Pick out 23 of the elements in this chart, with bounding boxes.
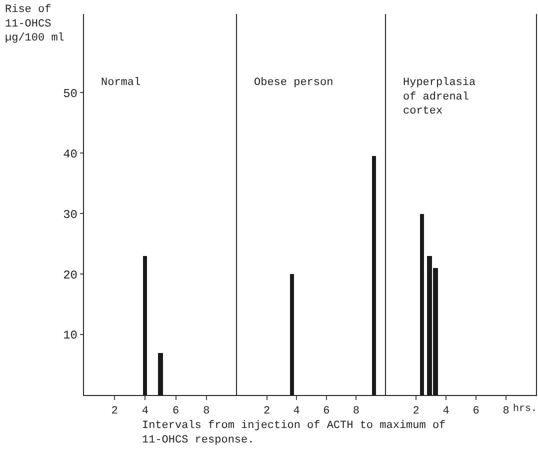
y-axis-title: Rise of 11-OHCS µg/100 ml: [5, 4, 64, 45]
y-tick-label: 20: [63, 268, 78, 282]
y-tick-label: 30: [63, 208, 78, 222]
y-tick-label: 10: [63, 328, 78, 343]
x-tick-label: 6: [472, 405, 480, 418]
x-tick-label: 2: [263, 405, 270, 418]
x-tick-label: 2: [412, 405, 420, 418]
text: Hyperplasia of adrenal cortex: [403, 77, 476, 118]
x-tick-label: 8: [203, 405, 210, 418]
x-tick-label: 4: [142, 405, 149, 418]
y-tick-label: 50: [63, 86, 78, 101]
x-axis-title: hrs.: [513, 403, 538, 415]
x-tick-label: 6: [323, 405, 330, 418]
x-tick-label: 8: [352, 405, 360, 418]
x-tick-label: 6: [172, 405, 180, 418]
x-tick-label: 8: [502, 405, 510, 418]
x-tick-label: 4: [293, 405, 300, 418]
y-tick-label: 40: [63, 147, 78, 162]
x-tick-label: 2: [111, 405, 118, 418]
text: Obese person: [254, 77, 334, 89]
x-tick-label: 4: [442, 405, 450, 418]
text: Normal: [101, 77, 141, 89]
x-axis-title: Intervals from injection of ACTH to maximum of 11-OHCS response.: [142, 420, 446, 446]
